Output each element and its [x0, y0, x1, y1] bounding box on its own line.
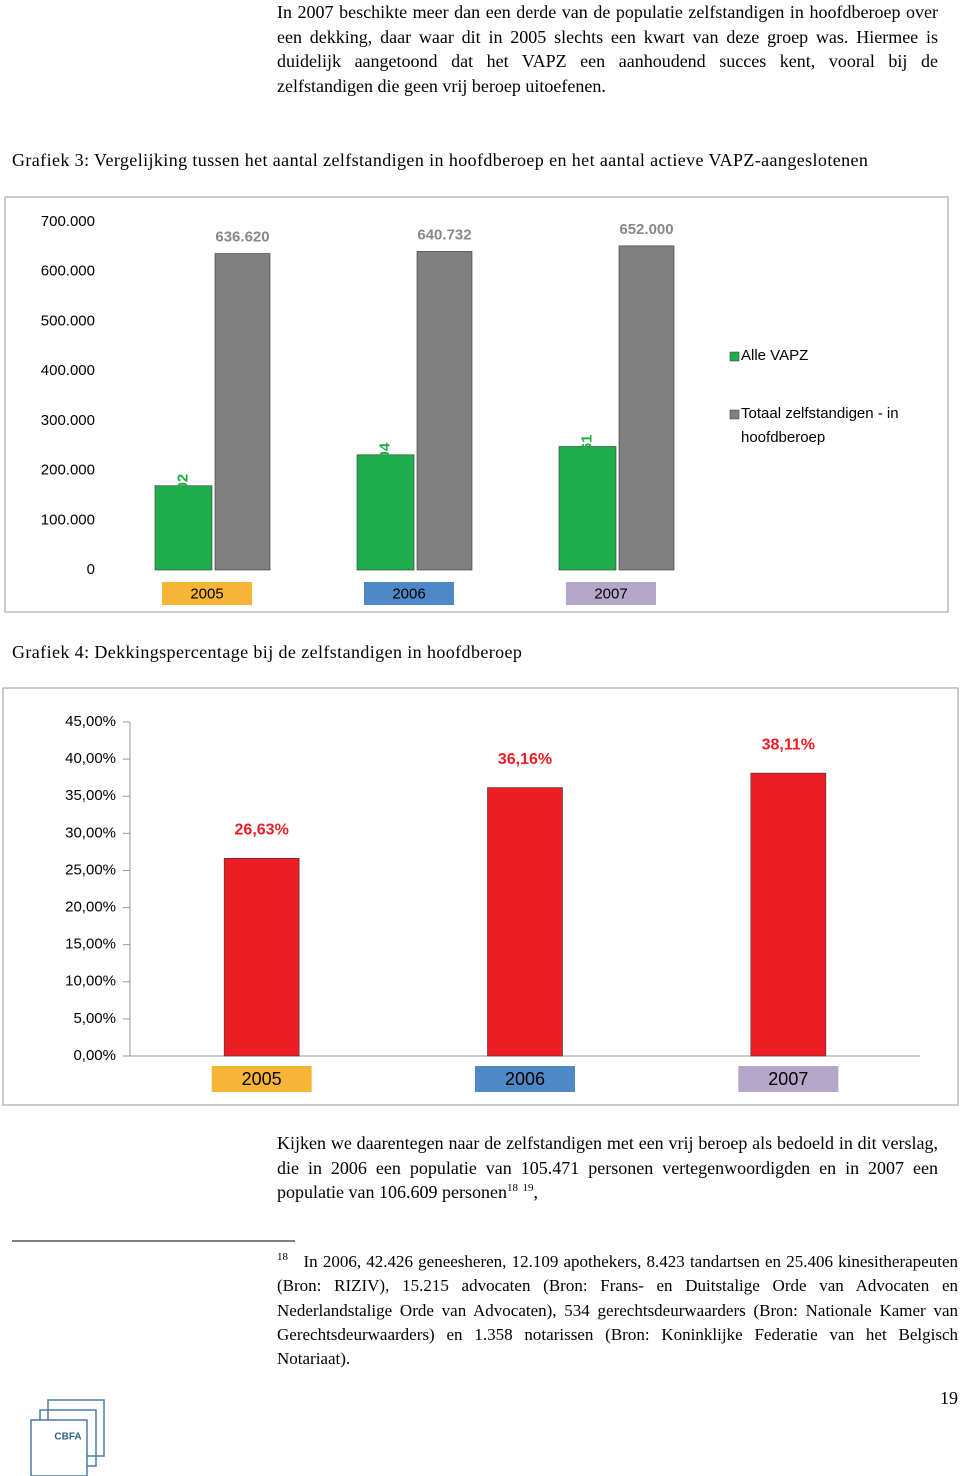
x-tick-label: 2006 — [505, 1069, 545, 1089]
y-tick-label: 0 — [87, 561, 95, 578]
legend-swatch — [729, 409, 740, 420]
bar — [618, 245, 675, 571]
y-tick-label: 700.000 — [41, 213, 95, 230]
chart-caption: Grafiek 4: Dekkingspercentage bij de zel… — [12, 642, 523, 662]
value-label: 26,63% — [235, 822, 289, 839]
y-tick-label: 500.000 — [41, 312, 95, 329]
y-tick-label: 15,00% — [65, 936, 116, 953]
chart-caption: Grafiek 3: Vergelijking tussen het aanta… — [12, 150, 869, 170]
y-tick-label: 20,00% — [65, 899, 116, 916]
y-tick-label: 300.000 — [41, 412, 95, 429]
value-label: 636.620 — [215, 228, 269, 245]
y-tick-label: 40,00% — [65, 750, 116, 767]
value-label: 640.732 — [417, 226, 471, 243]
footnote-text: In 2006, 42.426 geneesheren, 12.109 apot… — [277, 1252, 958, 1369]
bar — [214, 253, 271, 571]
y-tick-label: 100.000 — [41, 511, 95, 528]
logo-text: CBFA — [54, 1432, 81, 1443]
category-box — [162, 582, 252, 605]
bar — [750, 772, 827, 1057]
y-tick-label: 5,00% — [73, 1010, 116, 1027]
category-box — [364, 582, 454, 605]
bar — [154, 485, 213, 571]
value-label: 231.704 — [376, 442, 393, 497]
category-box — [738, 1066, 839, 1092]
y-tick-label: 30,00% — [65, 824, 116, 841]
footnote-number: 18 — [277, 1251, 288, 1263]
category-box — [566, 582, 656, 605]
bar — [558, 446, 617, 571]
footnote-ref: 18 — [506, 1182, 518, 1194]
value-label: 36,16% — [498, 751, 552, 768]
legend-label: Alle VAPZ — [741, 347, 809, 364]
footnote-ref: 19 — [522, 1182, 534, 1194]
body-text: Kijken we daarentegen naar de zelfstandi… — [277, 1133, 938, 1202]
value-label: 169.502 — [174, 474, 191, 528]
value-label: 38,11% — [762, 736, 815, 753]
y-tick-label: 45,00% — [65, 713, 116, 730]
x-tick-label: 2006 — [392, 585, 425, 602]
bar — [356, 454, 415, 571]
y-tick-label: 10,00% — [65, 973, 116, 990]
y-tick-label: 35,00% — [65, 787, 116, 804]
value-label: 652.000 — [619, 221, 673, 238]
x-tick-label: 2005 — [190, 585, 223, 602]
intro-paragraph: In 2007 beschikte meer dan een derde van… — [277, 2, 938, 96]
y-tick-label: 200.000 — [41, 462, 95, 479]
chart-frame — [2, 687, 959, 1106]
y-tick-label: 600.000 — [41, 263, 95, 280]
bar — [223, 858, 300, 1057]
y-tick-label: 400.000 — [41, 362, 95, 379]
bar — [416, 251, 473, 571]
category-box — [475, 1066, 575, 1092]
logo: CBFA — [30, 1399, 105, 1476]
value-label: 248.461 — [578, 434, 595, 488]
body-tail: , — [533, 1182, 538, 1202]
chart-frame — [4, 196, 949, 613]
y-tick-label: 0,00% — [73, 1047, 116, 1064]
footnote: 18 In 2006, 42.426 geneesheren, 12.109 a… — [277, 1250, 958, 1371]
legend-swatch — [729, 351, 740, 362]
x-tick-label: 2005 — [242, 1069, 282, 1089]
legend-label: Totaal zelfstandigen - in hoofdberoep — [741, 405, 899, 446]
x-tick-label: 2007 — [768, 1069, 808, 1089]
x-tick-label: 2007 — [594, 585, 627, 602]
category-box — [211, 1066, 312, 1092]
body-paragraph: Kijken we daarentegen naar de zelfstandi… — [277, 1131, 938, 1205]
y-tick-label: 25,00% — [65, 861, 116, 878]
page-number: 19 — [940, 1388, 958, 1408]
bar — [487, 787, 563, 1057]
